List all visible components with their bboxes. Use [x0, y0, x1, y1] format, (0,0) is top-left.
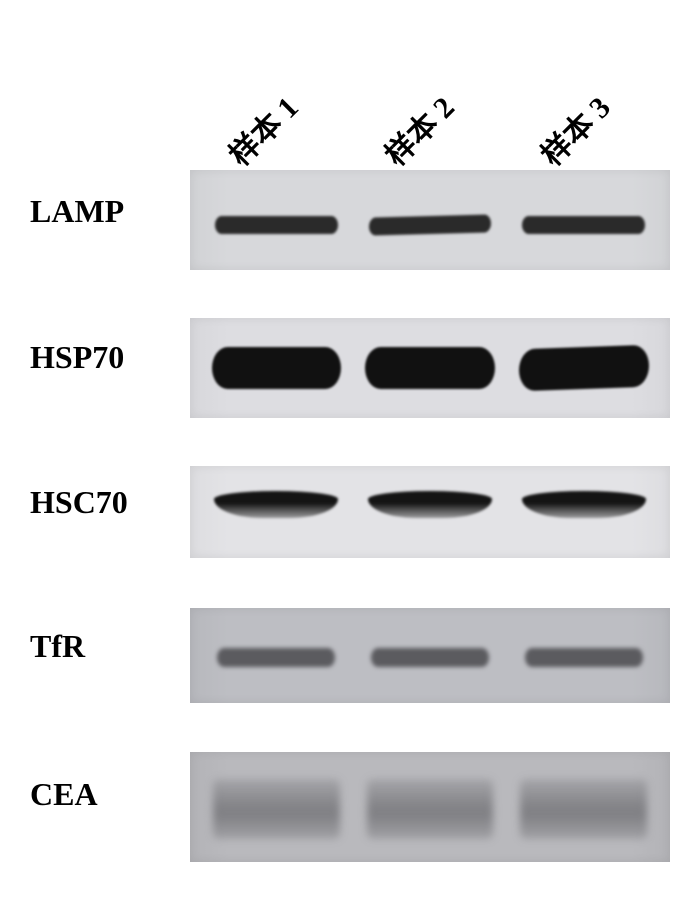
lane-2 [358, 466, 502, 558]
band [525, 648, 643, 667]
lane-2 [358, 608, 502, 703]
blot-strip-hsp70 [190, 318, 670, 418]
blot-strip-hsc70 [190, 466, 670, 558]
row-label-tfr: TfR [30, 628, 85, 665]
lane-3 [512, 466, 656, 558]
lane-1 [204, 466, 348, 558]
column-header-1: 样本 1 [217, 58, 333, 174]
column-header-3: 样本 3 [529, 58, 645, 174]
band [367, 779, 494, 840]
band [371, 648, 489, 667]
lane-2 [358, 752, 502, 862]
lane-1 [204, 318, 348, 418]
lane-1 [204, 170, 348, 270]
row-label-hsc70: HSC70 [30, 484, 128, 521]
lane-3 [512, 170, 656, 270]
band [368, 491, 492, 519]
lane-1 [204, 608, 348, 703]
band [519, 345, 649, 392]
band [369, 214, 491, 235]
lane-3 [512, 608, 656, 703]
blot-strip-cea [190, 752, 670, 862]
western-blot-figure: 样本 1 样本 2 样本 3 LAMP HSP70 HSC70 TfR CEA [20, 20, 676, 884]
band [215, 216, 337, 234]
column-header-2: 样本 2 [373, 58, 489, 174]
band [522, 491, 646, 519]
lane-3 [512, 318, 656, 418]
band [214, 491, 338, 519]
band [520, 779, 647, 840]
band [365, 347, 495, 389]
lane-2 [358, 318, 502, 418]
blot-strip-tfr [190, 608, 670, 703]
row-label-hsp70: HSP70 [30, 339, 124, 376]
row-label-lamp: LAMP [30, 193, 124, 230]
band [212, 347, 342, 389]
lane-1 [204, 752, 348, 862]
row-label-cea: CEA [30, 776, 98, 813]
band [522, 216, 644, 234]
lane-2 [358, 170, 502, 270]
lane-3 [512, 752, 656, 862]
band [217, 648, 335, 667]
band [213, 779, 340, 840]
blot-strip-lamp [190, 170, 670, 270]
